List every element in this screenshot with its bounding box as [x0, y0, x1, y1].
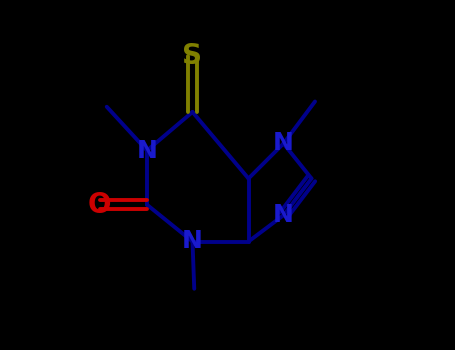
- Text: N: N: [182, 230, 203, 253]
- Text: O: O: [88, 191, 111, 219]
- Text: N: N: [273, 132, 294, 155]
- Text: N: N: [273, 203, 294, 227]
- Text: S: S: [182, 42, 202, 70]
- Text: N: N: [136, 139, 157, 162]
